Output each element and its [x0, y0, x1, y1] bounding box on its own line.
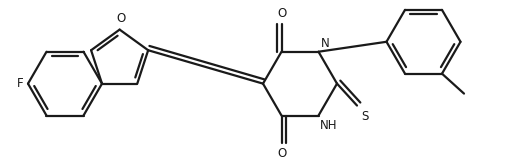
Text: O: O: [116, 12, 125, 25]
Text: NH: NH: [319, 119, 336, 132]
Text: O: O: [276, 147, 286, 160]
Text: F: F: [16, 77, 23, 90]
Text: O: O: [276, 7, 286, 20]
Text: S: S: [360, 110, 367, 123]
Text: N: N: [320, 37, 329, 50]
